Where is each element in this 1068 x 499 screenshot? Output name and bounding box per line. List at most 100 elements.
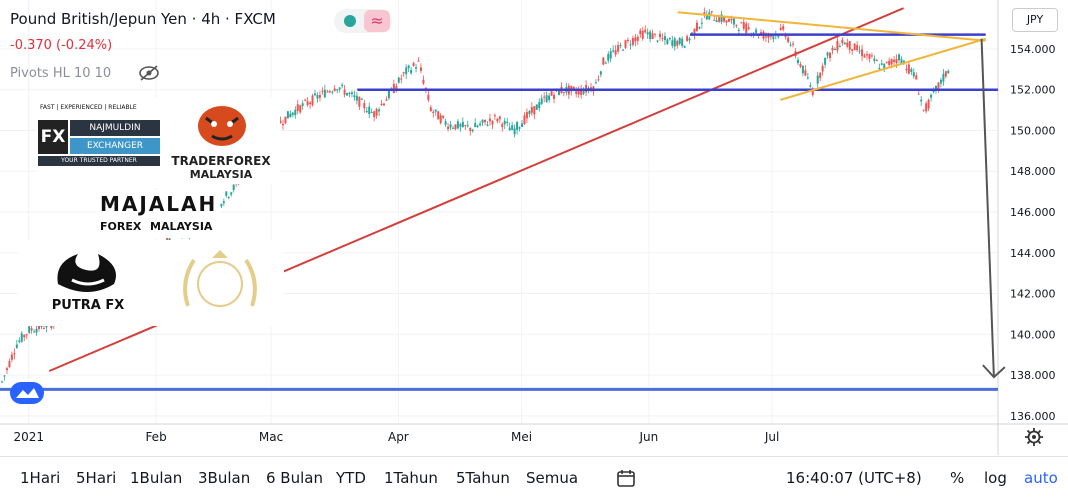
- calendar-range-icon[interactable]: [616, 468, 636, 488]
- y-tick-label: 144.000: [1010, 247, 1056, 260]
- candle-body: [727, 19, 730, 22]
- candle-body: [631, 38, 634, 45]
- candle-body: [407, 65, 410, 69]
- candle-body: [284, 116, 287, 124]
- candle-body: [612, 50, 615, 52]
- candle-body: [338, 87, 341, 90]
- logo-text: PUTRA FX: [51, 298, 125, 313]
- putra-emblem-icon: [57, 254, 116, 292]
- candle-body: [474, 123, 477, 128]
- candle-body: [550, 91, 553, 96]
- projection-arrow-head: [982, 364, 1006, 379]
- log-scale-button[interactable]: log: [984, 469, 1007, 487]
- candle-body: [385, 99, 388, 101]
- candle-body: [851, 49, 854, 51]
- candle-body: [454, 124, 457, 130]
- range-button[interactable]: Semua: [526, 469, 579, 487]
- candle-body: [740, 22, 743, 24]
- drawn-lines: [0, 7, 1006, 391]
- logo-text: MALAYSIA: [189, 168, 253, 181]
- candle-body: [695, 22, 698, 31]
- candle-body: [535, 104, 538, 110]
- candle-body: [718, 17, 721, 22]
- range-button[interactable]: 1Bulan: [130, 469, 183, 487]
- candle-body: [434, 109, 437, 112]
- candle-body: [796, 59, 799, 64]
- candle-body: [363, 103, 366, 109]
- candle-body: [801, 65, 804, 74]
- candle-body: [432, 111, 435, 113]
- candle-body: [456, 121, 459, 129]
- candle-body: [853, 43, 856, 51]
- triangle-line: [677, 11, 986, 42]
- candle-body: [30, 328, 33, 331]
- candle-body: [575, 91, 578, 94]
- candle-body: [572, 86, 575, 89]
- percent-scale-button[interactable]: %: [950, 469, 965, 487]
- candle-body: [760, 32, 763, 34]
- range-button[interactable]: 3Bulan: [198, 469, 251, 487]
- currency-selector[interactable]: JPY: [1012, 8, 1058, 32]
- candle-body: [10, 354, 13, 360]
- x-tick-label: Mei: [511, 430, 532, 444]
- clock-timezone[interactable]: 16:40:07 (UTC+8): [786, 469, 922, 487]
- candle-body: [530, 107, 533, 113]
- candle-body: [730, 18, 733, 21]
- candle-body: [661, 38, 664, 40]
- tradingview-logo-icon[interactable]: [10, 382, 44, 404]
- candle-body: [464, 125, 467, 127]
- candle-body: [777, 36, 780, 38]
- auto-scale-button[interactable]: auto: [1024, 469, 1058, 487]
- candle-body: [1, 381, 4, 383]
- range-button[interactable]: 1Hari: [20, 469, 61, 487]
- candle-body: [321, 90, 324, 92]
- range-button[interactable]: YTD: [336, 469, 366, 487]
- x-tick-label: Mac: [259, 430, 283, 444]
- bottom-toolbar: 1Hari 5Hari 1Bulan 3Bulan 6 Bulan YTD 1Tahun 5T…: [0, 456, 1068, 499]
- candle-body: [920, 99, 923, 102]
- range-button[interactable]: 1Tahun: [384, 469, 438, 487]
- najmuldin-logo: FAST | EXPERIENCED | RELIABLE FX NAJMULD…: [36, 98, 162, 188]
- candle-body: [861, 49, 864, 57]
- candle-body: [328, 91, 331, 93]
- candle-body: [18, 340, 21, 342]
- candle-body: [594, 82, 597, 84]
- candle-body: [681, 38, 684, 46]
- candle-body: [360, 98, 363, 100]
- candle-body: [459, 124, 462, 127]
- candle-body: [789, 44, 792, 46]
- candle-body: [824, 57, 827, 65]
- candle-body: [387, 90, 390, 99]
- candle-body: [392, 83, 395, 93]
- candle-body: [934, 85, 937, 90]
- range-button[interactable]: 6 Bulan: [266, 469, 323, 487]
- symbol-title[interactable]: Pound British/Jepun Yen · 4h · FXCM: [10, 10, 276, 28]
- eye-hidden-icon[interactable]: [138, 64, 160, 82]
- candle-body: [296, 104, 299, 111]
- candle-body: [878, 68, 881, 70]
- pivots-indicator-label[interactable]: Pivots HL 10 10: [10, 66, 112, 81]
- candle-body: [900, 59, 903, 65]
- candle-body: [880, 63, 883, 65]
- candle-body: [925, 103, 928, 112]
- candle-body: [917, 93, 920, 95]
- range-button[interactable]: 5Hari: [76, 469, 117, 487]
- tiger-icon: [198, 106, 246, 146]
- range-button[interactable]: 5Tahun: [456, 469, 510, 487]
- traderforex-logo: TRADERFOREX MALAYSIA: [162, 98, 280, 184]
- wave-icon[interactable]: ≈: [364, 10, 390, 32]
- candle-body: [710, 11, 713, 13]
- candle-body: [838, 46, 841, 48]
- candle-body: [323, 89, 326, 98]
- candle-body: [905, 68, 908, 71]
- candle-body: [301, 103, 304, 106]
- candle-body: [410, 69, 413, 74]
- candle-body: [23, 334, 26, 338]
- candle-body: [890, 59, 893, 65]
- candle-body: [506, 121, 509, 123]
- candle-body: [658, 33, 661, 38]
- settings-gear-icon[interactable]: [1024, 427, 1044, 447]
- candle-body: [755, 29, 758, 33]
- y-axis: 136.000 138.000 140.000 142.000 144.000 146.0…: [1010, 43, 1056, 423]
- candle-body: [225, 191, 228, 196]
